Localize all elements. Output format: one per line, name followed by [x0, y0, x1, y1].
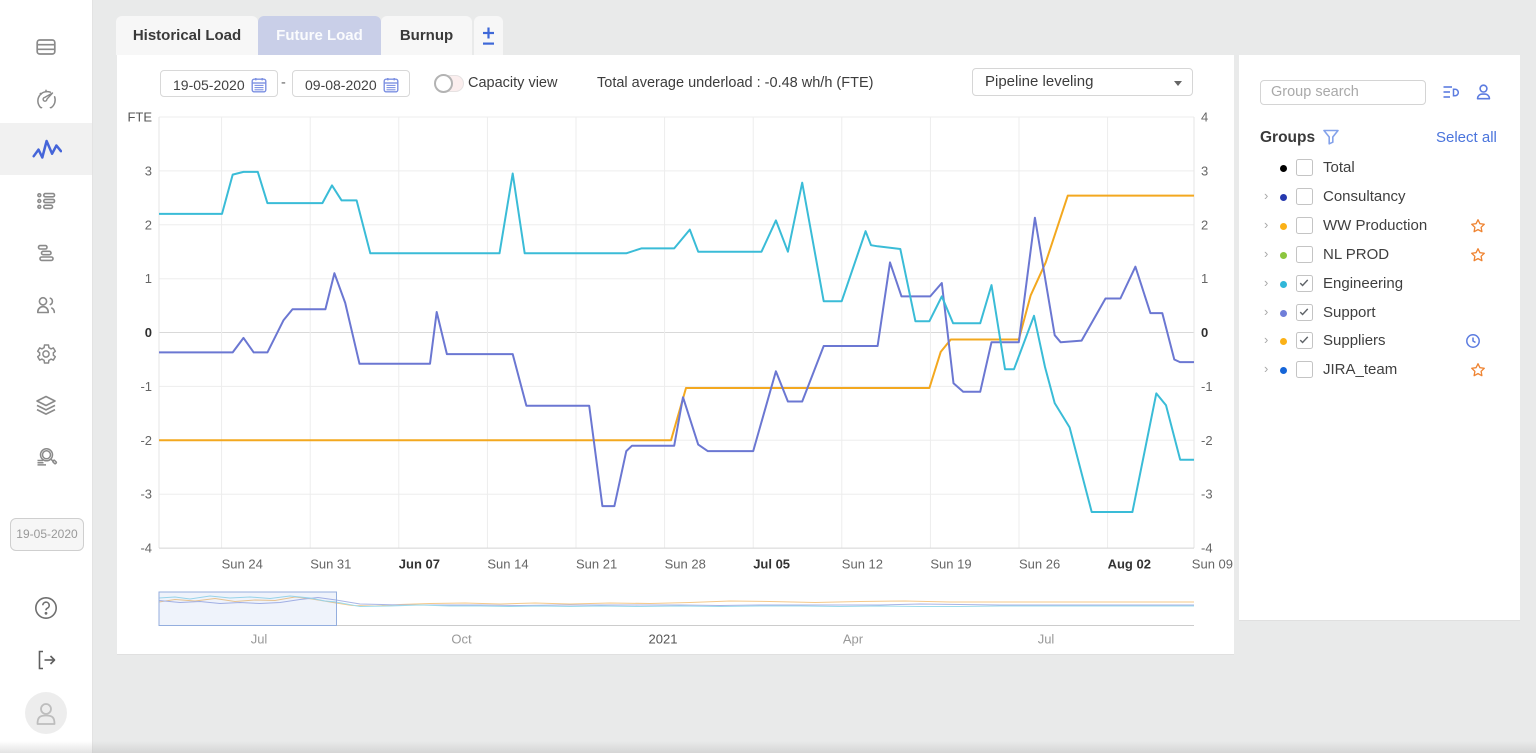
svg-text:Sun 31: Sun 31 — [310, 557, 351, 572]
svg-text:-1: -1 — [140, 379, 152, 394]
svg-text:Jul 05: Jul 05 — [753, 557, 790, 572]
svg-text:Jun 07: Jun 07 — [399, 557, 440, 572]
svg-text:Apr: Apr — [843, 632, 864, 647]
svg-text:3: 3 — [145, 163, 152, 178]
svg-text:Sun 14: Sun 14 — [487, 557, 528, 572]
svg-text:Jul: Jul — [1038, 632, 1055, 647]
svg-text:Sun 12: Sun 12 — [842, 557, 883, 572]
svg-text:1: 1 — [1201, 271, 1208, 286]
svg-text:3: 3 — [1201, 163, 1208, 178]
svg-text:Sun 28: Sun 28 — [665, 557, 706, 572]
svg-text:2: 2 — [145, 217, 152, 232]
svg-text:-2: -2 — [140, 433, 152, 448]
svg-text:0: 0 — [145, 325, 152, 340]
svg-text:1: 1 — [145, 271, 152, 286]
svg-text:Sun 21: Sun 21 — [576, 557, 617, 572]
svg-text:-4: -4 — [140, 541, 152, 556]
svg-text:-2: -2 — [1201, 433, 1213, 448]
svg-text:0: 0 — [1201, 325, 1208, 340]
svg-text:FTE: FTE — [127, 110, 152, 125]
svg-text:2: 2 — [1201, 217, 1208, 232]
svg-text:Aug 02: Aug 02 — [1108, 557, 1151, 572]
svg-text:-3: -3 — [1201, 487, 1213, 502]
svg-text:-4: -4 — [1201, 541, 1213, 556]
svg-text:4: 4 — [1201, 110, 1208, 125]
svg-text:-1: -1 — [1201, 379, 1213, 394]
svg-text:Jul: Jul — [251, 632, 268, 647]
svg-text:2021: 2021 — [649, 632, 678, 647]
svg-text:Sun 19: Sun 19 — [930, 557, 971, 572]
svg-text:Sun 26: Sun 26 — [1019, 557, 1060, 572]
svg-text:-3: -3 — [140, 487, 152, 502]
svg-text:Sun 24: Sun 24 — [222, 557, 263, 572]
svg-text:Oct: Oct — [451, 632, 472, 647]
svg-text:Sun 09: Sun 09 — [1192, 557, 1233, 572]
